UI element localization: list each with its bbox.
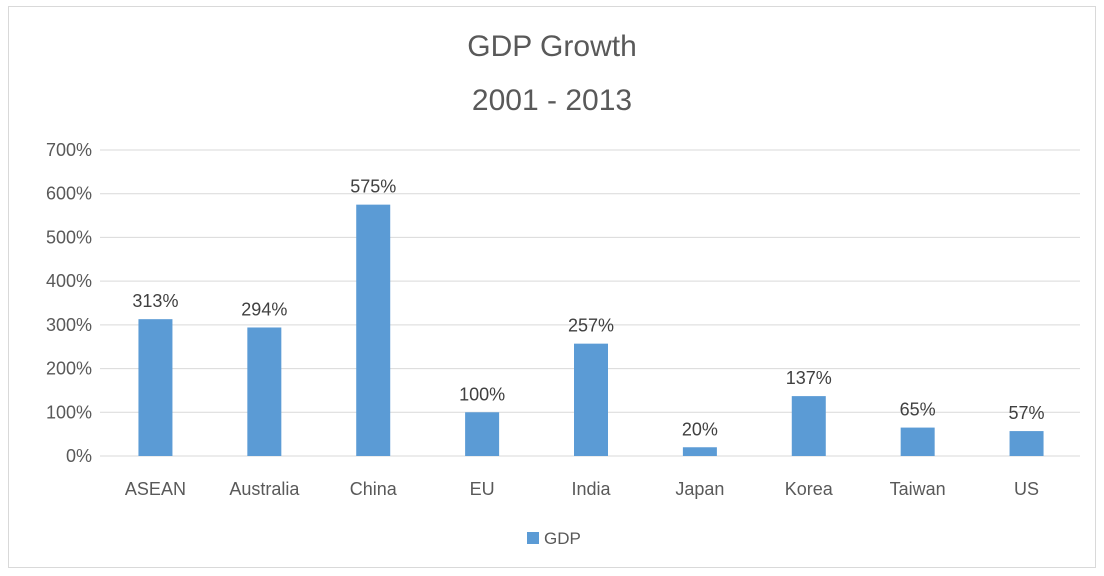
x-axis-ticks: ASEAN Australia China EU India Japan Korea Taiw… (125, 479, 1039, 499)
data-label-korea: 137% (786, 368, 832, 388)
data-label-japan: 20% (682, 419, 718, 439)
x-tick-label-taiwan: Taiwan (890, 479, 946, 499)
chart-title-line-1: GDP Growth (467, 30, 637, 63)
x-tick-label-eu: EU (470, 479, 495, 499)
y-tick-label: 700% (46, 140, 92, 160)
legend-swatch-gdp (527, 532, 539, 544)
y-tick-label: 600% (46, 184, 92, 204)
bar-taiwan (900, 427, 935, 456)
data-labels: 313% 294% 575% 100% 257% 20% 137% 65% 57% (132, 177, 1044, 440)
bar-asean (138, 319, 173, 456)
bar-australia (247, 327, 282, 456)
bar-japan (682, 447, 717, 456)
data-label-eu: 100% (459, 384, 505, 404)
y-tick-label: 200% (46, 359, 92, 379)
bar-china (356, 204, 391, 456)
bar-korea (791, 396, 826, 456)
x-tick-label-us: US (1014, 479, 1039, 499)
y-tick-label: 0% (66, 446, 92, 466)
y-tick-label: 100% (46, 402, 92, 422)
x-tick-label-china: China (350, 479, 398, 499)
data-label-us: 57% (1009, 403, 1045, 423)
y-tick-label: 500% (46, 227, 92, 247)
x-tick-label-asean: ASEAN (125, 479, 186, 499)
bar-us (1009, 431, 1044, 456)
data-label-asean: 313% (132, 291, 178, 311)
legend: GDP (527, 529, 581, 548)
chart-frame (8, 6, 1096, 568)
y-tick-label: 300% (46, 315, 92, 335)
bars (138, 204, 1044, 456)
y-tick-label: 400% (46, 271, 92, 291)
x-tick-label-australia: Australia (229, 479, 300, 499)
chart-title-line-2: 2001 - 2013 (472, 84, 632, 117)
y-axis-ticks: 0% 100% 200% 300% 400% 500% 600% 700% (46, 140, 92, 466)
data-label-china: 575% (350, 177, 396, 197)
x-tick-label-korea: Korea (785, 479, 834, 499)
x-tick-label-india: India (571, 479, 611, 499)
data-label-taiwan: 65% (900, 400, 936, 420)
legend-label-gdp: GDP (544, 529, 581, 548)
data-label-india: 257% (568, 316, 614, 336)
data-label-australia: 294% (241, 299, 287, 319)
bar-india (574, 343, 608, 456)
bar-eu (465, 412, 500, 456)
x-tick-label-japan: Japan (675, 479, 724, 499)
